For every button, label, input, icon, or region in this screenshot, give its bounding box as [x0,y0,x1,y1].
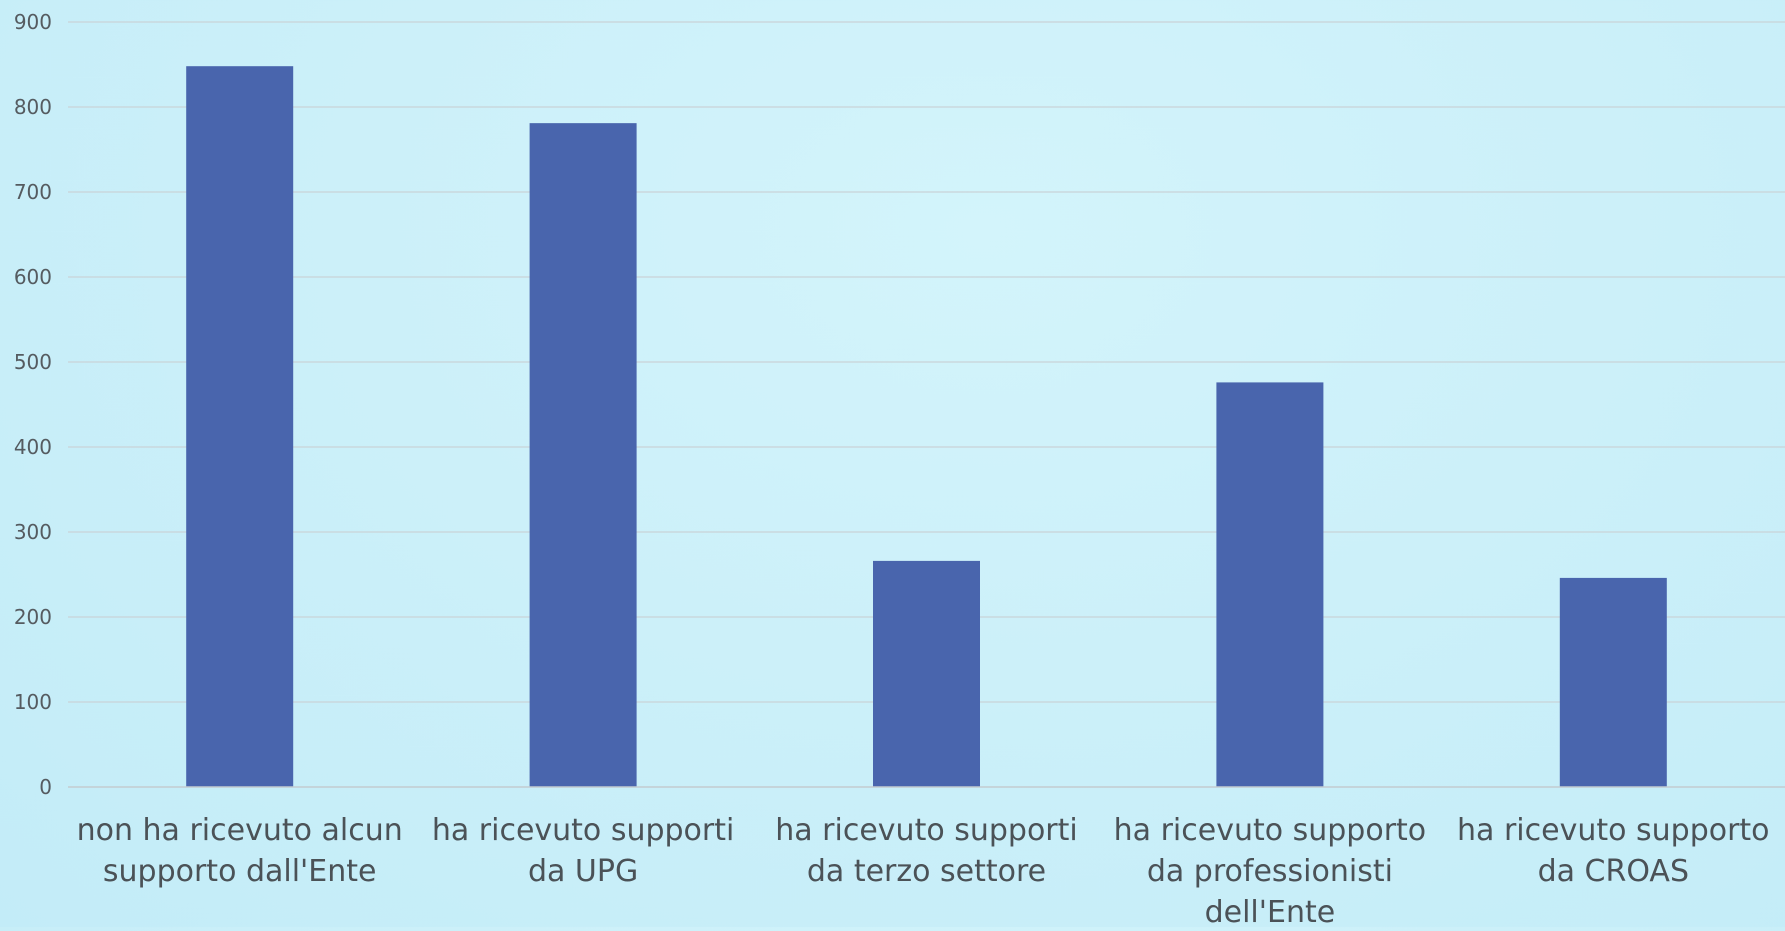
gridlines [68,21,1785,703]
x-tick-label: non ha ricevuto alcun supporto dall'Ente [77,813,403,889]
bar-2 [529,123,637,787]
y-tick-label: 300 [14,520,52,544]
x-tick-label-line: supporto dall'Ente [103,854,377,889]
y-tick-label: 500 [14,350,52,374]
bar-1 [186,66,294,787]
y-tick-label: 700 [14,180,52,204]
y-tick-label: 0 [39,775,52,799]
y-tick-label: 100 [14,690,52,714]
bar-5 [1559,577,1667,787]
bar-4 [1216,382,1324,787]
x-tick-label: ha ricevuto supporto da professionisti del… [1114,813,1427,927]
y-tick-label: 400 [14,435,52,459]
y-tick-label: 800 [14,95,52,119]
x-tick-label-line: ha ricevuto supporto [1457,813,1770,848]
x-tick-label: ha ricevuto supporti da terzo settore [775,813,1078,889]
bar-3 [873,560,980,787]
x-tick-label-line: non ha ricevuto alcun [77,813,403,848]
x-tick-label: ha ricevuto supporto da CROAS [1457,813,1770,889]
y-tick-label: 200 [14,605,52,629]
x-axis-labels: non ha ricevuto alcun supporto dall'Ente h… [77,813,1770,930]
x-tick-label-line: ha ricevuto supporto [1114,813,1427,848]
x-tick-label-line: ha ricevuto supporti [775,813,1078,848]
x-tick-label-line: dell'Ente [1205,895,1336,927]
y-axis-ticks: 0 100 200 300 400 500 600 700 800 900 [14,10,52,799]
x-tick-label-line: ha ricevuto supporti [432,813,735,848]
x-tick-label-line: da professionisti [1147,854,1393,889]
x-tick-label-line: da UPG [528,854,638,889]
bars [186,66,1667,787]
x-tick-label-line: da terzo settore [807,854,1046,889]
x-tick-label: ha ricevuto supporti da UPG [432,813,735,889]
x-tick-label-line: da CROAS [1538,854,1689,889]
y-tick-label: 600 [14,265,52,289]
y-tick-label: 900 [14,10,52,34]
